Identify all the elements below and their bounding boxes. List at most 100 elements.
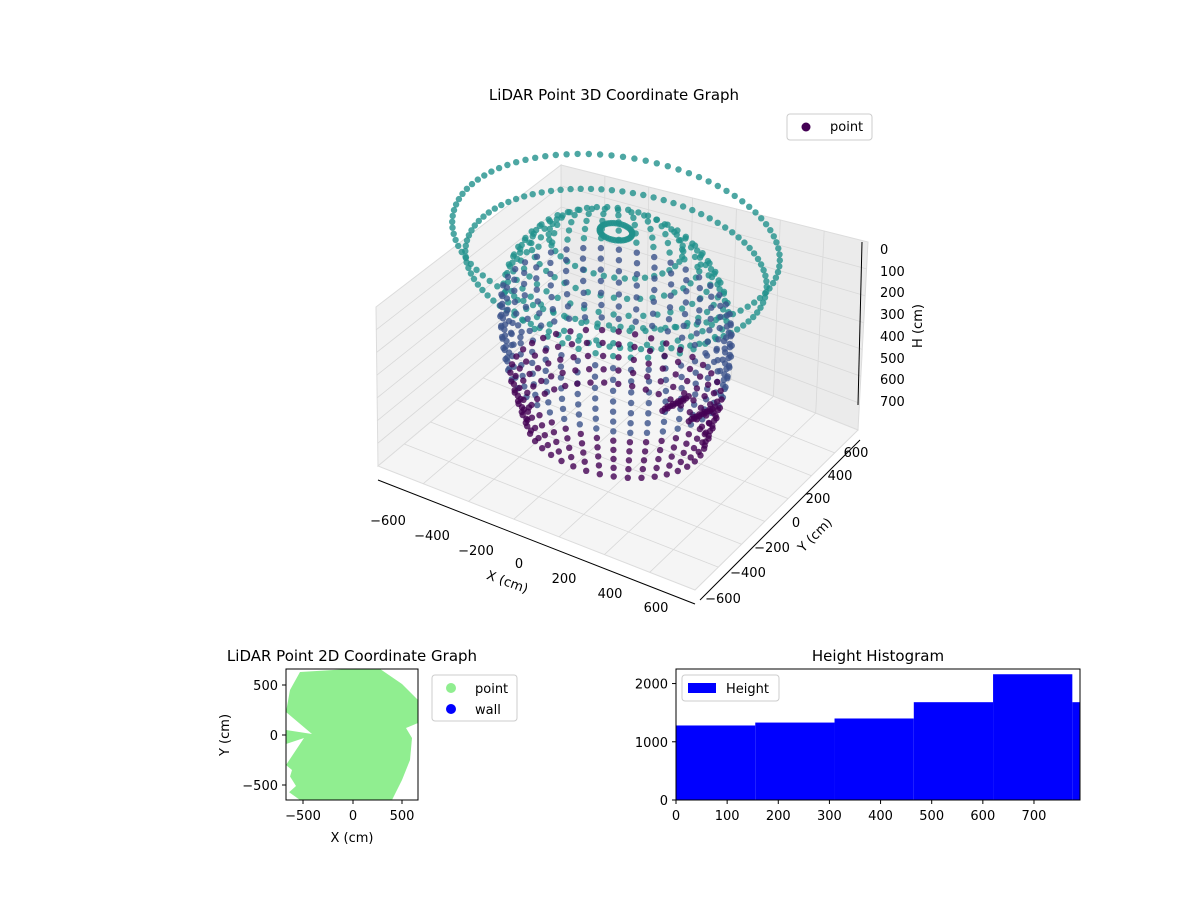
point-3d — [746, 203, 753, 210]
y-axis-label-3d: Y (cm) — [795, 515, 836, 556]
point-3d — [592, 415, 599, 422]
point-3d — [552, 330, 560, 338]
histogram-bars — [676, 674, 1080, 800]
point-3d — [678, 384, 685, 392]
point-3d — [504, 273, 512, 280]
point-3d — [480, 213, 487, 220]
point-3d — [692, 391, 699, 398]
point-3d — [512, 265, 519, 273]
point-3d — [560, 327, 568, 334]
point-3d — [659, 365, 666, 372]
point-3d — [571, 262, 579, 270]
point-3d — [716, 291, 723, 299]
x-ticks-hist: 0 100 200 300 400 500 600 700 — [672, 800, 1046, 824]
point-3d — [667, 309, 674, 316]
point-3d — [679, 203, 687, 210]
point-3d — [700, 445, 708, 452]
point-3d — [518, 328, 525, 336]
point-3d — [521, 259, 529, 266]
point-3d — [667, 396, 674, 403]
point-3d — [714, 398, 721, 405]
point-3d — [664, 221, 671, 228]
point-3d — [750, 250, 758, 257]
point-3d — [563, 151, 570, 158]
point-3d — [653, 160, 660, 167]
point-3d — [670, 199, 677, 207]
point-3d — [625, 312, 632, 319]
point-3d — [521, 193, 528, 200]
point-3d — [668, 453, 675, 460]
point-3d — [567, 328, 574, 335]
point-3d — [651, 275, 658, 282]
point-3d — [536, 310, 543, 317]
point-3d — [657, 378, 664, 385]
point-3d — [759, 299, 767, 306]
point-3d — [632, 318, 639, 325]
point-3d — [699, 361, 707, 369]
point-3d — [644, 354, 652, 361]
point-3d — [585, 210, 592, 218]
x-tick-hist: 200 — [766, 809, 791, 824]
point-3d — [610, 446, 617, 454]
point-3d — [462, 242, 469, 249]
point-3d — [628, 209, 635, 216]
legend-3d: point — [786, 113, 873, 141]
point-3d — [664, 403, 671, 410]
point-3d — [599, 217, 606, 225]
point-3d — [610, 455, 617, 463]
point-3d — [667, 292, 674, 299]
y-tick-2d: −500 — [242, 779, 278, 794]
point-3d — [774, 268, 782, 276]
point-3d — [670, 383, 677, 391]
point-3d — [576, 333, 583, 340]
point-3d — [517, 334, 524, 341]
point-3d — [635, 209, 642, 216]
point-3d — [644, 373, 651, 380]
point-3d — [615, 219, 622, 226]
point-3d — [557, 374, 565, 381]
point-3d — [511, 298, 519, 306]
point-3d — [680, 449, 687, 457]
y-tick-2d: 500 — [253, 679, 278, 694]
point-3d — [552, 151, 559, 159]
point-3d — [667, 259, 674, 266]
point-3d — [462, 248, 469, 255]
point-3d — [692, 369, 699, 376]
point-3d — [595, 462, 603, 469]
point-3d — [615, 212, 622, 219]
point-3d — [558, 214, 565, 221]
point-3d — [580, 289, 587, 296]
point-3d — [660, 196, 667, 204]
point-3d — [693, 330, 700, 337]
point-3d — [548, 419, 555, 426]
point-3d — [583, 204, 591, 212]
point-3d — [640, 457, 648, 464]
point-3d — [710, 390, 718, 397]
point-3d — [757, 261, 765, 268]
point-3d — [463, 237, 471, 244]
point-3d — [696, 295, 703, 303]
point-3d — [558, 457, 565, 465]
point-3d — [581, 458, 588, 465]
point-3d — [499, 315, 507, 322]
y-tick-3d: 200 — [806, 492, 831, 507]
x-ticks-2d: −500 0 500 — [285, 800, 414, 824]
point-3d — [582, 326, 590, 334]
point-3d — [554, 221, 561, 228]
point-3d — [534, 395, 541, 403]
point-3d — [528, 401, 535, 409]
point-3d — [609, 376, 617, 383]
point-3d — [644, 218, 652, 225]
point-3d — [549, 306, 556, 313]
point-3d — [687, 333, 695, 340]
x-tick-hist: 500 — [919, 809, 944, 824]
point-3d — [694, 247, 701, 254]
point-3d — [545, 328, 553, 335]
point-3d — [568, 453, 575, 461]
point-3d — [650, 243, 657, 251]
point-3d — [455, 195, 463, 203]
point-3d — [544, 441, 551, 449]
grid-line — [604, 395, 774, 555]
point-3d — [513, 310, 520, 317]
point-3d — [611, 274, 618, 281]
